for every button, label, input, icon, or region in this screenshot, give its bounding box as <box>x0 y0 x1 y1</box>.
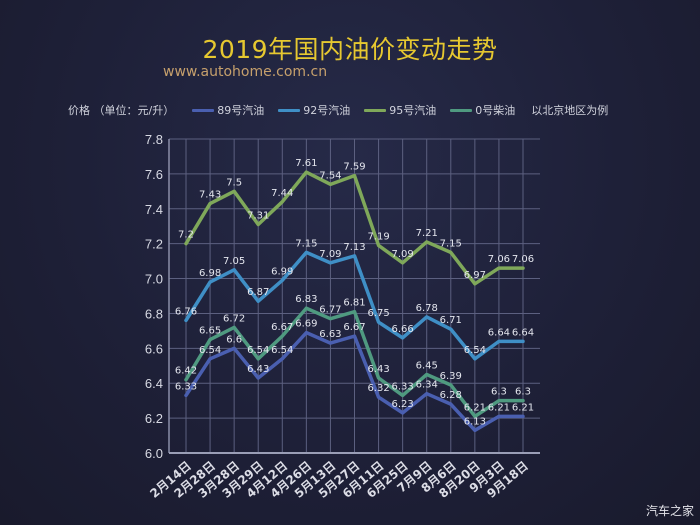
data-label: 7.06 <box>488 254 510 265</box>
data-label: 6.67 <box>343 322 365 333</box>
data-label: 6.69 <box>295 319 317 330</box>
series-line <box>184 250 525 361</box>
legend-item-89: 89号汽油 <box>192 102 264 118</box>
data-label: 6.67 <box>271 322 293 333</box>
legend-swatch-0 <box>450 108 473 112</box>
data-label: 6.21 <box>512 402 534 413</box>
y-tick-label: 6.4 <box>145 376 163 391</box>
y-tick-label: 7.2 <box>145 237 163 252</box>
chart-legend: 价格 （单位：元/升） 89号汽油 92号汽油 95号汽油 0号柴油 以北京地区… <box>68 101 608 119</box>
data-label: 6.54 <box>464 345 486 356</box>
data-label: 7.2 <box>178 230 194 241</box>
data-label: 6.76 <box>175 306 197 317</box>
legend-item-0: 0号柴油 <box>450 102 515 118</box>
data-label: 7.54 <box>319 170 341 181</box>
legend-item-92: 92号汽油 <box>278 102 350 118</box>
y-tick-label: 6.0 <box>145 446 163 461</box>
site-url: www.autohome.com.cn <box>163 64 328 80</box>
unit-label: 价格 （单位：元/升） <box>68 104 175 117</box>
data-label: 7.05 <box>223 256 245 267</box>
data-label: 7.13 <box>343 242 365 253</box>
data-label: 7.06 <box>512 254 534 265</box>
chart-title: 2019年国内油价变动走势 <box>202 35 498 64</box>
data-label: 6.78 <box>416 303 438 314</box>
data-label: 6.13 <box>464 416 486 427</box>
y-tick-label: 7.0 <box>145 272 163 287</box>
data-label: 6.43 <box>367 364 389 375</box>
data-label: 6.66 <box>392 324 414 335</box>
y-tick-label: 6.8 <box>145 306 163 321</box>
data-label: 6.72 <box>223 313 245 324</box>
legend-swatch-89 <box>192 108 215 112</box>
data-label: 6.45 <box>416 361 438 372</box>
data-label: 6.34 <box>416 380 438 391</box>
data-label: 6.54 <box>271 345 293 356</box>
data-label: 6.75 <box>367 308 389 319</box>
data-label: 7.44 <box>271 188 293 199</box>
y-tick-label: 7.4 <box>145 202 163 217</box>
data-label: 6.3 <box>515 387 531 398</box>
data-label: 6.64 <box>512 327 534 338</box>
data-label: 7.15 <box>440 238 462 249</box>
data-label: 6.32 <box>367 383 389 394</box>
data-label: 6.43 <box>247 364 269 375</box>
data-label: 6.64 <box>488 327 510 338</box>
data-label: 7.21 <box>416 228 438 239</box>
y-tick-label: 7.6 <box>145 167 163 182</box>
legend-label: 95号汽油 <box>389 104 437 117</box>
data-label: 6.97 <box>464 270 486 281</box>
watermark: 汽车之家 <box>645 504 694 518</box>
legend-item-95: 95号汽油 <box>364 102 436 118</box>
data-label: 7.09 <box>319 249 341 260</box>
y-tick-label: 6.2 <box>145 411 163 426</box>
legend-swatch-95 <box>364 108 387 112</box>
data-label: 7.15 <box>295 238 317 249</box>
data-label: 6.77 <box>319 305 341 316</box>
data-label: 7.09 <box>392 249 414 260</box>
legend-swatch-92 <box>278 108 301 112</box>
data-label: 6.42 <box>175 366 197 377</box>
data-label: 6.65 <box>199 326 221 337</box>
data-label: 6.39 <box>440 371 462 382</box>
data-label: 7.5 <box>226 177 242 188</box>
data-label: 6.71 <box>440 315 462 326</box>
legend-label: 92号汽油 <box>303 104 351 117</box>
data-label: 6.54 <box>247 345 269 356</box>
data-label: 6.63 <box>319 329 341 340</box>
region-note: 以北京地区为例 <box>531 104 609 117</box>
legend-label: 0号柴油 <box>475 104 516 117</box>
data-label: 6.87 <box>247 287 269 298</box>
legend-label: 89号汽油 <box>217 104 265 117</box>
series-line <box>184 170 525 286</box>
data-label: 6.21 <box>464 402 486 413</box>
data-label: 6.33 <box>175 381 197 392</box>
series-line <box>184 306 525 419</box>
y-tick-label: 7.8 <box>145 132 163 147</box>
data-label: 6.83 <box>295 294 317 305</box>
data-label: 6.3 <box>491 387 507 398</box>
y-tick-label: 6.6 <box>145 341 163 356</box>
series-line <box>184 330 525 433</box>
data-label: 6.81 <box>343 298 365 309</box>
data-label: 6.21 <box>488 402 510 413</box>
data-label: 6.28 <box>440 390 462 401</box>
data-label: 6.23 <box>392 399 414 410</box>
data-label: 7.31 <box>247 210 269 221</box>
data-label: 6.6 <box>226 334 242 345</box>
data-label: 6.54 <box>199 345 221 356</box>
data-label: 7.61 <box>295 158 317 169</box>
data-label: 7.59 <box>343 162 365 173</box>
data-label: 7.19 <box>367 231 389 242</box>
data-label: 6.33 <box>392 381 414 392</box>
data-label: 6.98 <box>199 268 221 279</box>
data-label: 6.99 <box>271 266 293 277</box>
data-label: 7.43 <box>199 190 221 201</box>
